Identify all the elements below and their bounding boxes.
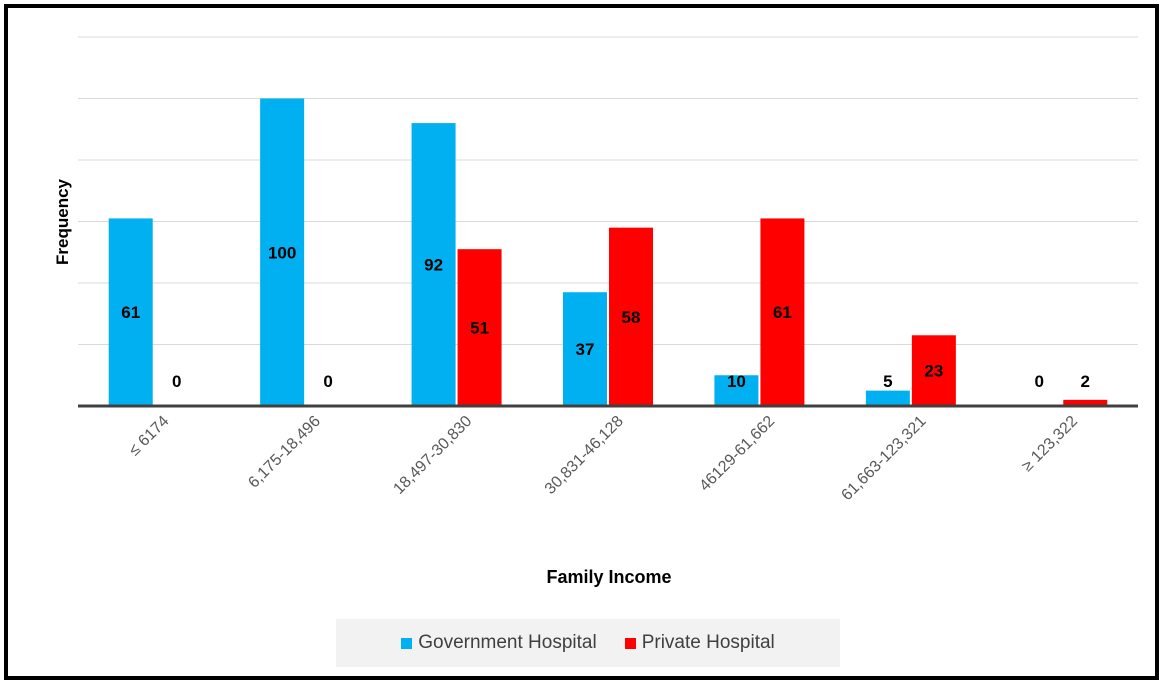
bar-government bbox=[714, 375, 759, 406]
data-label-private: 51 bbox=[470, 319, 489, 338]
legend-label-government: Government Hospital bbox=[418, 632, 597, 653]
legend-label-private: Private Hospital bbox=[641, 632, 775, 653]
data-label-government: 100 bbox=[268, 243, 296, 262]
x-tick-label: 61,663-123,321 bbox=[838, 413, 929, 504]
bar-private bbox=[911, 335, 956, 406]
x-tick-label: ≤ 6174 bbox=[126, 413, 173, 460]
gridlines bbox=[78, 36, 1138, 345]
data-label-government: 0 bbox=[1035, 372, 1044, 391]
bar-private bbox=[1063, 399, 1108, 406]
x-tick-label: 18,497-30,830 bbox=[390, 413, 475, 498]
legend-swatch-government bbox=[401, 637, 413, 649]
data-label-private: 61 bbox=[773, 303, 792, 322]
data-label-private: 58 bbox=[622, 308, 641, 327]
bar-government bbox=[865, 390, 910, 406]
legend-item-private: Private Hospital bbox=[624, 632, 775, 654]
data-label-private: 23 bbox=[924, 362, 943, 381]
data-label-government: 37 bbox=[576, 340, 595, 359]
data-label-private: 0 bbox=[323, 372, 332, 391]
bar-private bbox=[457, 249, 502, 406]
data-label-private: 2 bbox=[1081, 372, 1090, 391]
legend-swatch-private bbox=[624, 637, 636, 649]
x-tick-label: 6,175-18,496 bbox=[245, 413, 324, 492]
bar-government bbox=[411, 123, 456, 406]
data-label-government: 61 bbox=[121, 303, 140, 322]
data-labels: 61 0 100 0 92 51 37 58 10 61 5 23 0 2 bbox=[121, 243, 1090, 391]
x-axis-label: Family Income bbox=[546, 567, 671, 587]
legend-item-government: Government Hospital bbox=[401, 632, 597, 654]
bar-private bbox=[760, 218, 805, 406]
x-tick-labels: ≤ 6174 6,175-18,496 18,497-30,830 30,831-46… bbox=[126, 413, 1081, 504]
bar-government bbox=[108, 218, 153, 406]
bar-government bbox=[260, 98, 305, 406]
bars bbox=[108, 98, 1108, 406]
data-label-government: 10 bbox=[727, 372, 746, 391]
x-tick-label: 30,831-46,128 bbox=[542, 413, 627, 498]
data-label-private: 0 bbox=[172, 372, 181, 391]
data-label-government: 5 bbox=[883, 372, 892, 391]
legend: Government Hospital Private Hospital bbox=[336, 619, 840, 667]
data-label-government: 92 bbox=[424, 256, 443, 275]
x-tick-label: 46129-61,662 bbox=[696, 413, 778, 495]
bar-government bbox=[563, 292, 607, 406]
bar-private bbox=[609, 227, 653, 406]
y-axis-label: Frequency bbox=[53, 178, 72, 265]
x-tick-label: ≥ 123,322 bbox=[1019, 413, 1081, 475]
